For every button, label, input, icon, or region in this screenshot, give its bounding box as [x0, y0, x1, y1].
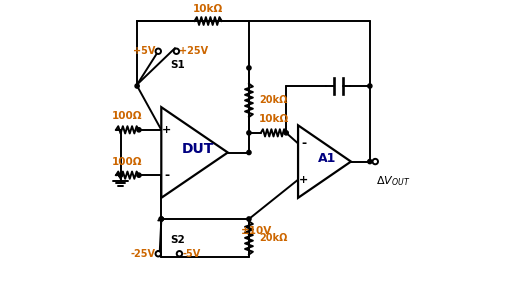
Circle shape	[155, 251, 161, 257]
Text: A1: A1	[319, 152, 337, 165]
Circle shape	[372, 159, 378, 164]
Text: +25V: +25V	[180, 46, 209, 56]
Circle shape	[368, 84, 372, 88]
Text: -25V: -25V	[130, 249, 155, 259]
Circle shape	[155, 48, 161, 54]
Text: 100Ω: 100Ω	[112, 111, 143, 121]
Text: DUT: DUT	[182, 142, 214, 156]
Text: $\Delta V_{OUT}$: $\Delta V_{OUT}$	[376, 174, 410, 188]
Circle shape	[135, 84, 139, 88]
Text: S2: S2	[170, 235, 185, 245]
Text: ±10V: ±10V	[241, 226, 272, 236]
Circle shape	[174, 48, 179, 54]
Text: 100Ω: 100Ω	[112, 156, 143, 167]
Text: -: -	[301, 137, 306, 150]
Text: +: +	[299, 175, 308, 185]
Circle shape	[247, 66, 251, 70]
Text: 10kΩ: 10kΩ	[259, 114, 289, 124]
Circle shape	[176, 251, 182, 257]
Circle shape	[284, 131, 288, 135]
Circle shape	[247, 131, 251, 135]
Circle shape	[159, 217, 164, 221]
Circle shape	[137, 128, 141, 132]
Circle shape	[247, 150, 251, 155]
Circle shape	[119, 173, 123, 177]
Circle shape	[247, 217, 251, 221]
Text: 10kΩ: 10kΩ	[193, 4, 223, 14]
Text: +5V: +5V	[133, 46, 155, 56]
Text: 20kΩ: 20kΩ	[260, 95, 288, 105]
Text: -5V: -5V	[183, 249, 201, 259]
Text: +: +	[162, 125, 171, 135]
Text: S1: S1	[170, 60, 185, 70]
Circle shape	[159, 217, 164, 221]
Circle shape	[368, 160, 372, 164]
Text: -: -	[164, 169, 169, 182]
Text: 20kΩ: 20kΩ	[260, 233, 288, 243]
Circle shape	[137, 173, 141, 177]
